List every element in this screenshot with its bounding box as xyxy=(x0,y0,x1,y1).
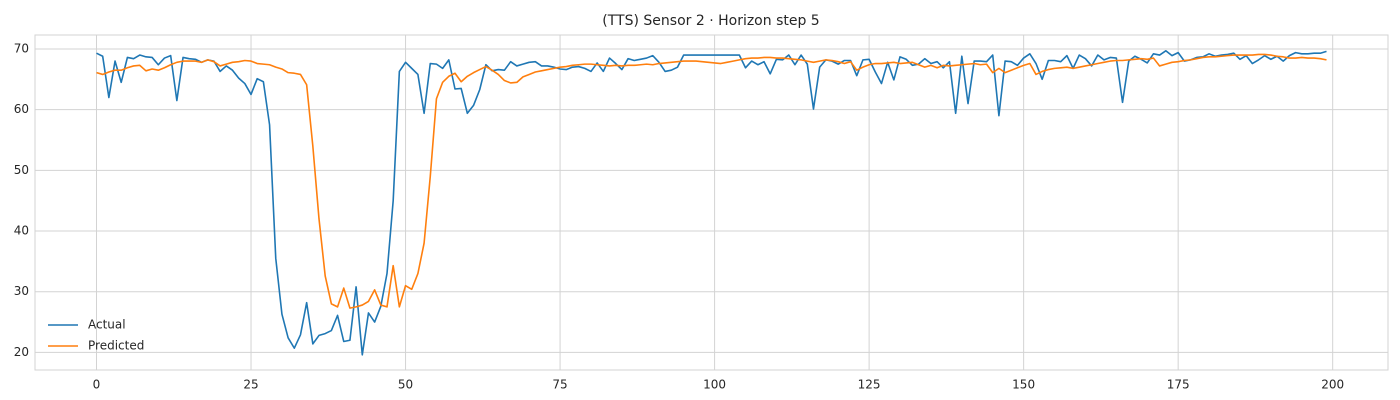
x-tick-label: 75 xyxy=(552,378,567,392)
x-tick-label: 25 xyxy=(243,378,258,392)
x-tick-label: 0 xyxy=(93,378,101,392)
chart-title: (TTS) Sensor 2 · Horizon step 5 xyxy=(602,13,819,29)
x-tick-label: 100 xyxy=(703,378,726,392)
x-tick-label: 175 xyxy=(1167,378,1190,392)
y-tick-label: 40 xyxy=(14,224,29,238)
x-tick-label: 200 xyxy=(1321,378,1344,392)
x-tick-label: 50 xyxy=(398,378,413,392)
y-tick-label: 60 xyxy=(14,102,29,116)
legend-label: Predicted xyxy=(88,339,144,353)
x-tick-label: 150 xyxy=(1012,378,1035,392)
y-tick-label: 50 xyxy=(14,163,29,177)
y-tick-label: 20 xyxy=(14,345,29,359)
y-tick-label: 30 xyxy=(14,284,29,298)
plot-frame xyxy=(34,34,1389,371)
y-tick-label: 70 xyxy=(14,41,29,55)
x-tick-label: 125 xyxy=(858,378,881,392)
data-line xyxy=(96,53,1327,309)
data-line xyxy=(96,49,1327,356)
legend-label: Actual xyxy=(88,318,126,332)
